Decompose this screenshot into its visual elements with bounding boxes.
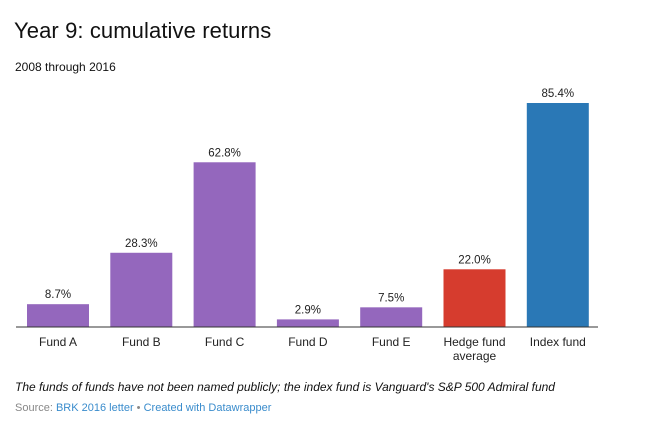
bar-hedge-fund-average (443, 269, 506, 327)
category-label: Fund E (372, 335, 411, 349)
value-label: 85.4% (541, 88, 574, 100)
category-label: Fund C (205, 335, 245, 349)
source-prefix: Source: (15, 402, 56, 414)
footnote: The funds of funds have not been named p… (15, 380, 555, 394)
value-label: 62.8% (208, 147, 241, 159)
category-label: Fund A (39, 335, 77, 349)
bar-fund-c (193, 162, 256, 327)
source-separator: • (133, 402, 144, 414)
source-link[interactable]: BRK 2016 letter (55, 402, 134, 414)
value-label: 7.5% (378, 292, 404, 304)
category-label: Fund D (288, 335, 328, 349)
chart-subtitle: 2008 through 2016 (15, 60, 116, 74)
bars-group (27, 103, 589, 327)
category-label: Fund B (122, 335, 161, 349)
value-label: 8.7% (45, 289, 71, 301)
value-label: 22.0% (458, 254, 491, 266)
bar-fund-e (360, 307, 423, 327)
bar-index-fund (526, 103, 589, 327)
category-label: Hedge fund average (443, 335, 505, 363)
bar-chart: 8.7% Fund A 28.3% Fund B 62.8% Fund C 2.9% Fund… (16, 88, 598, 363)
datawrapper-credit-link[interactable]: Created with Datawrapper (143, 402, 272, 414)
value-label: 2.9% (295, 304, 321, 316)
category-label: Index fund (530, 335, 586, 349)
bar-fund-a (27, 304, 89, 327)
bar-fund-d (276, 319, 339, 327)
chart-title: Year 9: cumulative returns (14, 18, 272, 43)
source-line: Source: BRK 2016 letter • Created with D… (15, 402, 271, 414)
bar-fund-b (110, 252, 173, 327)
value-label: 28.3% (125, 238, 158, 250)
labels-group: 8.7% Fund A 28.3% Fund B 62.8% Fund C 2.9% Fund… (39, 88, 586, 363)
